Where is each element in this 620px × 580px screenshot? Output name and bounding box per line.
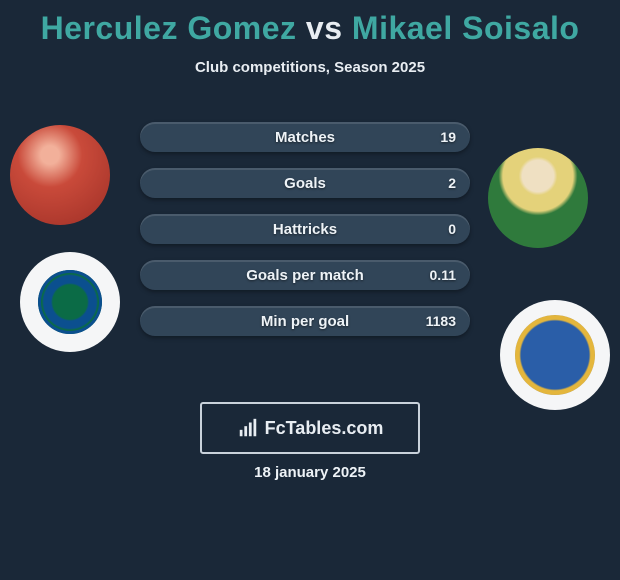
stat-value: 2 — [448, 175, 456, 191]
stat-row: Matches 19 — [140, 122, 470, 152]
stat-label: Goals per match — [246, 267, 364, 284]
stat-label: Goals — [284, 175, 326, 192]
date-text: 18 january 2025 — [254, 464, 366, 481]
brand-text: FcTables.com — [265, 418, 384, 439]
stats-list: Matches 19 Goals 2 Hattricks 0 Goals per match… — [140, 122, 470, 352]
subtitle: Club competitions, Season 2025 — [0, 59, 620, 76]
stat-value: 1183 — [426, 313, 456, 329]
stat-label: Min per goal — [261, 313, 349, 330]
stat-row: Min per goal 1183 — [140, 306, 470, 336]
stat-value: 0.11 — [430, 267, 456, 283]
player1-avatar — [10, 125, 110, 225]
player2-club-badge — [500, 300, 610, 410]
stat-value: 19 — [440, 129, 456, 145]
chart-icon — [237, 417, 259, 439]
player1-name: Herculez Gomez — [41, 10, 297, 46]
player2-avatar — [488, 148, 588, 248]
stat-row: Hattricks 0 — [140, 214, 470, 244]
stat-label: Matches — [275, 129, 335, 146]
player2-name: Mikael Soisalo — [352, 10, 580, 46]
player1-club-badge — [20, 252, 120, 352]
stat-row: Goals 2 — [140, 168, 470, 198]
brand-box: FcTables.com — [200, 402, 420, 454]
comparison-title: Herculez Gomez vs Mikael Soisalo — [0, 0, 620, 47]
stat-label: Hattricks — [273, 221, 337, 238]
vs-text: vs — [306, 10, 343, 46]
stat-value: 0 — [448, 221, 456, 237]
stat-row: Goals per match 0.11 — [140, 260, 470, 290]
